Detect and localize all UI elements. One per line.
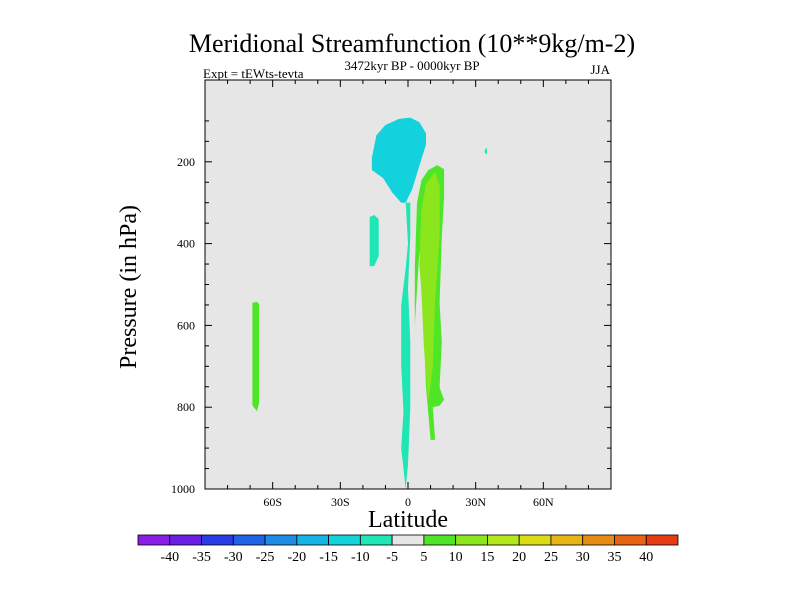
colorbar-box bbox=[550, 534, 584, 546]
colorbar-label: 25 bbox=[544, 550, 558, 565]
colorbar-box bbox=[582, 534, 615, 546]
x-axis-label: Latitude bbox=[368, 507, 448, 533]
y-tick-label: 400 bbox=[177, 237, 195, 251]
y-tick-label: 1000 bbox=[171, 482, 195, 496]
colorbar-box bbox=[328, 534, 361, 546]
subtitle-left: Expt = tEWts-tevta bbox=[203, 66, 304, 81]
y-tick-label: 200 bbox=[177, 155, 195, 169]
colorbar-box bbox=[487, 534, 520, 546]
colorbar-box bbox=[296, 534, 329, 546]
y-axis-label: Pressure (in hPa) bbox=[116, 205, 142, 369]
colorbar-label: -15 bbox=[319, 550, 338, 565]
colorbar-box bbox=[614, 534, 647, 546]
x-tick-label: 0 bbox=[405, 495, 411, 509]
colorbar: -40 -35 -30 -25 -20 -15 -10 -5 5 10 15 20 25 30 35 40 bbox=[137, 534, 679, 565]
colorbar-box bbox=[359, 534, 393, 546]
colorbar-box bbox=[264, 534, 298, 546]
colorbar-label: -20 bbox=[287, 550, 306, 565]
colorbar-label: -25 bbox=[256, 550, 275, 565]
contour-negative-cell bbox=[371, 117, 426, 203]
colorbar-box bbox=[455, 534, 488, 546]
colorbar-box bbox=[518, 534, 552, 546]
colorbar-label: 20 bbox=[512, 550, 526, 565]
subtitle-right: JJA bbox=[590, 62, 610, 77]
colorbar-label: 30 bbox=[576, 550, 590, 565]
colorbar-label: 5 bbox=[420, 550, 427, 565]
colorbar-label: -40 bbox=[160, 550, 179, 565]
colorbar-box bbox=[137, 534, 171, 546]
colorbar-label: -10 bbox=[351, 550, 370, 565]
colorbar-label: -35 bbox=[192, 550, 211, 565]
colorbar-box bbox=[391, 534, 425, 546]
contour-positive-south bbox=[252, 301, 260, 412]
x-tick-label: 30S bbox=[331, 495, 350, 509]
x-tick-label: 60S bbox=[263, 495, 282, 509]
colorbar-label: -5 bbox=[386, 550, 398, 565]
axes-ticks: 60S 30S 0 30N 60N 200 400 600 800 1000 bbox=[171, 80, 612, 509]
contour-negative-stem bbox=[401, 202, 411, 489]
contour-negative-blob-mid bbox=[369, 215, 379, 267]
contour-regions bbox=[252, 117, 487, 489]
subtitle-center: 3472kyr BP - 0000kyr BP bbox=[344, 58, 479, 73]
y-tick-label: 600 bbox=[177, 318, 195, 332]
colorbar-box bbox=[201, 534, 234, 546]
colorbar-box bbox=[169, 534, 202, 546]
colorbar-box bbox=[423, 534, 457, 546]
colorbar-label: 35 bbox=[607, 550, 621, 565]
colorbar-box bbox=[645, 534, 679, 546]
x-tick-label: 30N bbox=[465, 495, 486, 509]
y-tick-label: 800 bbox=[177, 400, 195, 414]
colorbar-label: 10 bbox=[449, 550, 463, 565]
chart-title: Meridional Streamfunction (10**9kg/m-2) bbox=[189, 29, 635, 58]
contour-positive-core bbox=[419, 172, 440, 402]
contour-negative-speck-north bbox=[484, 147, 487, 155]
colorbar-label: -30 bbox=[224, 550, 243, 565]
colorbar-box bbox=[232, 534, 266, 546]
colorbar-label: 40 bbox=[639, 550, 653, 565]
colorbar-label: 15 bbox=[480, 550, 494, 565]
x-tick-label: 60N bbox=[533, 495, 554, 509]
